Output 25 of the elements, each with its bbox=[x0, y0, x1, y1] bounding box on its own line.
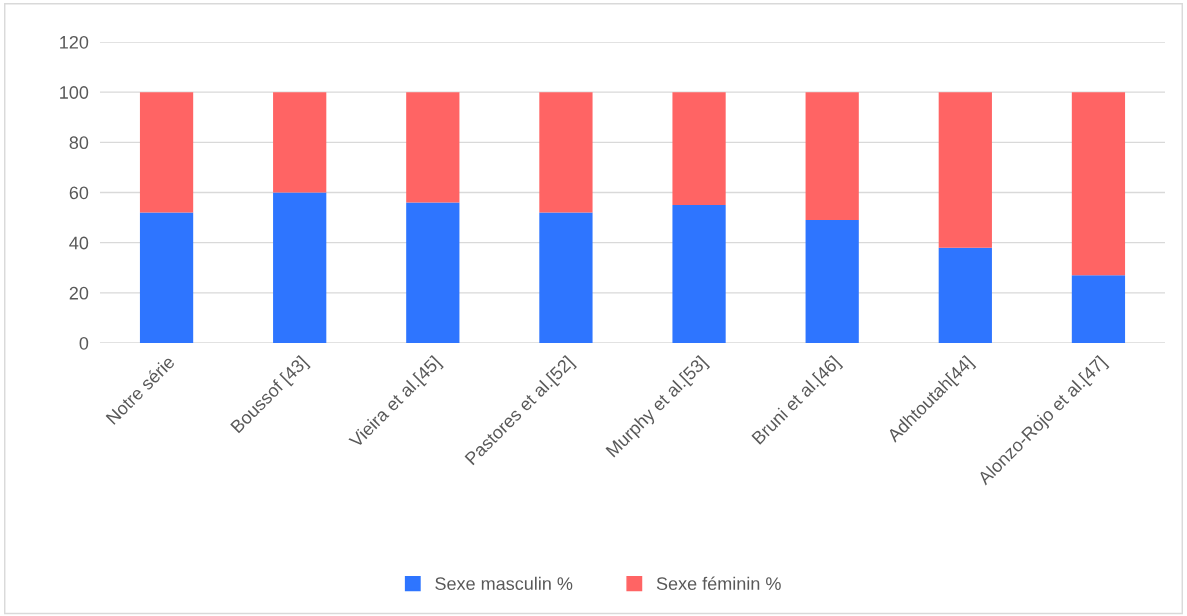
y-tick-label: 120 bbox=[60, 35, 89, 49]
y-tick-label: 60 bbox=[69, 186, 89, 200]
bar bbox=[672, 92, 726, 206]
bar bbox=[273, 92, 327, 193]
y-tick-label: 40 bbox=[69, 236, 89, 250]
bar bbox=[938, 247, 992, 343]
bar bbox=[539, 92, 593, 213]
bar bbox=[406, 202, 460, 343]
bar bbox=[539, 212, 593, 343]
bar bbox=[406, 92, 460, 203]
bar bbox=[273, 192, 327, 343]
y-tick-label: 20 bbox=[69, 286, 89, 300]
legend-label: Sexe féminin % bbox=[656, 576, 781, 591]
bar bbox=[1071, 275, 1126, 343]
bar bbox=[139, 92, 194, 213]
bar bbox=[1071, 92, 1126, 276]
bar bbox=[805, 92, 859, 221]
y-tick-label: 0 bbox=[79, 336, 89, 350]
bar bbox=[672, 205, 726, 343]
legend-label: Sexe masculin % bbox=[435, 576, 573, 591]
bar bbox=[139, 212, 194, 343]
y-tick-label: 100 bbox=[60, 86, 89, 99]
y-tick-label: 80 bbox=[69, 136, 89, 150]
bar bbox=[805, 220, 859, 343]
bar bbox=[938, 92, 992, 248]
